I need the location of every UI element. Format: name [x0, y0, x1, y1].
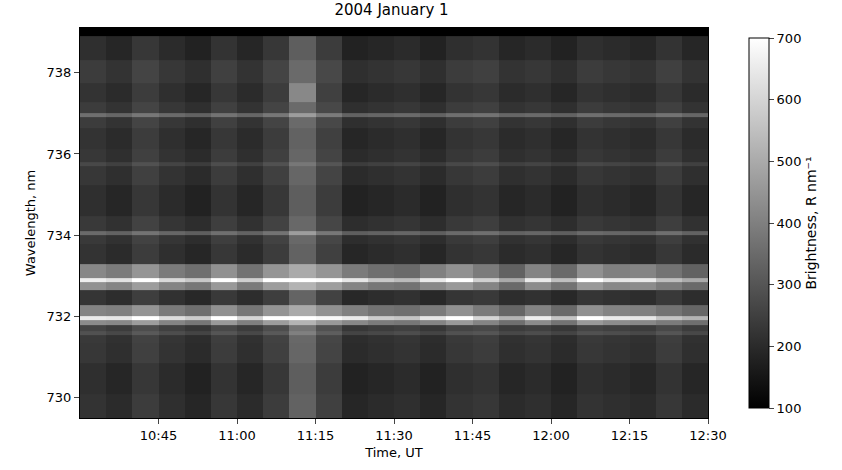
svg-text:100: 100 [777, 401, 802, 416]
svg-text:732: 732 [47, 309, 72, 324]
svg-text:12:00: 12:00 [532, 428, 569, 443]
svg-text:730: 730 [47, 390, 72, 405]
svg-text:11:15: 11:15 [297, 428, 334, 443]
svg-text:Time, UT: Time, UT [364, 445, 423, 460]
svg-text:300: 300 [777, 277, 802, 292]
svg-text:10:45: 10:45 [140, 428, 177, 443]
svg-text:11:00: 11:00 [218, 428, 255, 443]
svg-text:736: 736 [47, 146, 72, 161]
svg-text:600: 600 [777, 92, 802, 107]
svg-text:Wavelength, nm: Wavelength, nm [23, 170, 38, 276]
svg-text:11:30: 11:30 [375, 428, 412, 443]
svg-text:738: 738 [47, 65, 72, 80]
svg-text:Brightness, R nm⁻¹: Brightness, R nm⁻¹ [803, 156, 819, 289]
svg-text:500: 500 [777, 154, 802, 169]
svg-text:2004 January 1: 2004 January 1 [334, 1, 448, 19]
svg-text:11:45: 11:45 [454, 428, 491, 443]
svg-text:12:30: 12:30 [689, 428, 726, 443]
svg-text:734: 734 [47, 228, 72, 243]
svg-text:12:15: 12:15 [611, 428, 648, 443]
svg-text:700: 700 [777, 31, 802, 46]
svg-text:200: 200 [777, 339, 802, 354]
svg-text:400: 400 [777, 216, 802, 231]
